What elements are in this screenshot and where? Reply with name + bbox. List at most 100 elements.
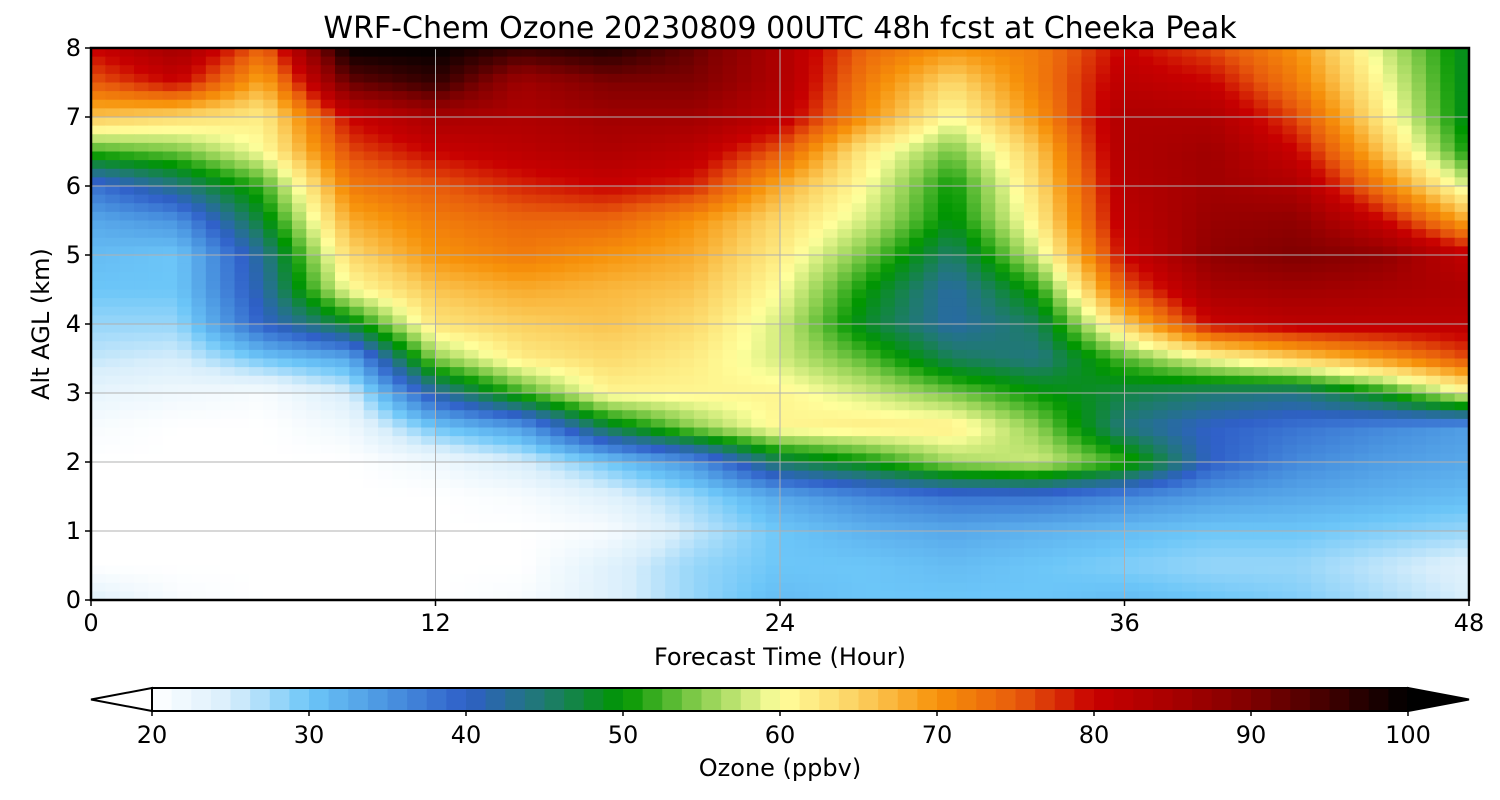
heatmap-cell [1138,349,1154,360]
heatmap-cell [1325,427,1341,437]
heatmap-cell [162,358,178,368]
heatmap-cell [1354,151,1370,161]
heatmap-cell [349,255,365,265]
heatmap-cell [492,375,508,385]
heatmap-cell [794,367,810,377]
heatmap-cell [722,401,738,411]
heatmap-cell [937,65,953,75]
heatmap-cell [866,436,882,446]
heatmap-cell [1268,65,1283,75]
heatmap-cell [1339,280,1355,291]
heatmap-cell [1196,203,1212,213]
heatmap-cell [636,341,652,351]
heatmap-cell [291,142,307,153]
heatmap-cell [263,479,279,489]
heatmap-cell [1210,186,1226,196]
heatmap-cell [894,349,910,360]
heatmap-cell [277,315,293,325]
heatmap-cell [780,168,795,178]
heatmap-cell [134,203,150,213]
heatmap-cell [1382,306,1398,316]
heatmap-cell [1411,436,1427,446]
heatmap-cell [593,160,609,170]
heatmap-cell [1397,453,1413,463]
heatmap-cell [1411,220,1427,230]
heatmap-cell [220,470,236,480]
heatmap-cell [1282,332,1298,342]
heatmap-cell [1454,341,1469,351]
heatmap-cell [1325,479,1341,489]
heatmap-cell [1081,194,1097,204]
heatmap-cell [507,315,523,325]
heatmap-cell [1382,298,1398,308]
heatmap-cell [1440,82,1456,92]
heatmap-cell [478,168,494,178]
heatmap-cell [335,315,350,325]
heatmap-cell [1239,393,1255,403]
heatmap-cell [1181,99,1197,109]
heatmap-cell [421,349,437,360]
heatmap-cell [808,117,824,127]
heatmap-cell [435,151,451,161]
heatmap-cell [119,306,135,316]
heatmap-cell [1167,194,1183,204]
heatmap-cell [435,220,451,230]
heatmap-cell [650,108,666,118]
heatmap-cell [837,142,853,153]
heatmap-cell [1354,91,1370,101]
heatmap-cell [320,410,336,420]
heatmap-cell [119,410,135,420]
heatmap-cell [1038,73,1054,84]
heatmap-cell [91,211,106,222]
heatmap-cell [894,324,910,334]
heatmap-cell [1224,487,1240,498]
heatmap-cell [205,341,221,351]
heatmap-cell [220,349,236,360]
heatmap-cell [693,142,709,153]
heatmap-cell [1454,349,1469,360]
heatmap-cell [1325,211,1341,222]
heatmap-cell [205,56,221,66]
heatmap-cell [378,324,394,334]
heatmap-cell [1282,56,1298,66]
heatmap-cell [693,289,709,299]
heatmap-cell [91,48,106,58]
heatmap-cell [708,246,724,256]
heatmap-cell [1268,487,1283,498]
heatmap-cell [765,393,781,403]
heatmap-cell [837,444,853,454]
heatmap-cell [1224,211,1240,222]
heatmap-cell [1253,453,1269,463]
heatmap-cell [1454,211,1469,222]
heatmap-cell [291,306,307,316]
heatmap-cell [966,306,982,316]
heatmap-cell [1095,229,1111,239]
heatmap-cell [1210,263,1226,273]
heatmap-cell [593,393,609,403]
heatmap-cell [866,134,882,144]
heatmap-cell [579,324,594,334]
heatmap-cell [923,418,939,429]
heatmap-cell [119,263,135,273]
heatmap-cell [1081,237,1097,247]
heatmap-cell [952,151,968,161]
heatmap-cell [923,367,939,377]
heatmap-cell [1296,255,1312,265]
heatmap-cell [148,220,164,230]
heatmap-cell [1124,367,1140,377]
heatmap-cell [736,237,752,247]
heatmap-cell [1210,229,1226,239]
heatmap-cell [521,168,537,178]
heatmap-cell [263,453,279,463]
heatmap-cell [1052,117,1068,127]
heatmap-cell [1382,134,1398,144]
heatmap-cell [177,298,193,308]
heatmap-cell [607,375,623,385]
heatmap-cell [1067,427,1083,437]
heatmap-cell [1411,375,1427,385]
heatmap-cell [952,48,968,58]
heatmap-cell [277,73,293,84]
heatmap-cell [837,315,853,325]
heatmap-cell [607,367,623,377]
heatmap-cell [1368,393,1384,403]
